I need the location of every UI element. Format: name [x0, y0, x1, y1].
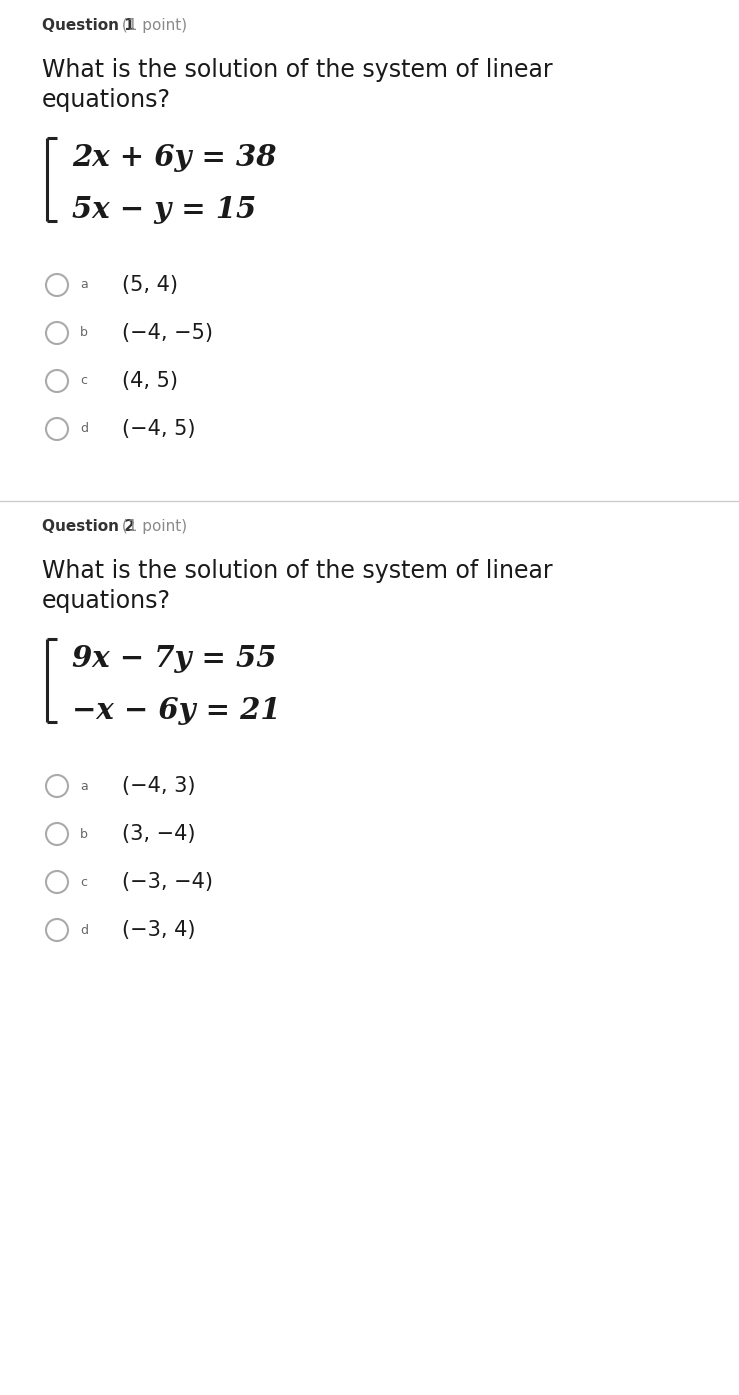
- Text: b: b: [80, 827, 88, 841]
- Text: d: d: [80, 923, 88, 936]
- Text: (−3, 4): (−3, 4): [122, 919, 196, 940]
- Text: (−3, −4): (−3, −4): [122, 872, 213, 891]
- Text: equations?: equations?: [42, 88, 171, 112]
- Text: −x − 6y = 21: −x − 6y = 21: [72, 696, 281, 725]
- Text: a: a: [80, 279, 88, 292]
- Text: (3, −4): (3, −4): [122, 824, 196, 844]
- Text: c: c: [80, 876, 87, 889]
- Text: Question 2: Question 2: [42, 519, 135, 534]
- Text: d: d: [80, 423, 88, 435]
- Text: (5, 4): (5, 4): [122, 275, 178, 294]
- Text: 2x + 6y = 38: 2x + 6y = 38: [72, 144, 276, 172]
- Text: What is the solution of the system of linear: What is the solution of the system of li…: [42, 59, 553, 82]
- Text: a: a: [80, 780, 88, 792]
- Text: b: b: [80, 326, 88, 339]
- Text: 9x − 7y = 55: 9x − 7y = 55: [72, 644, 276, 672]
- Text: (1 point): (1 point): [117, 18, 187, 33]
- Text: (−4, 3): (−4, 3): [122, 776, 196, 797]
- Text: (4, 5): (4, 5): [122, 371, 178, 391]
- Text: c: c: [80, 374, 87, 388]
- Text: What is the solution of the system of linear: What is the solution of the system of li…: [42, 559, 553, 583]
- Text: (−4, −5): (−4, −5): [122, 324, 213, 343]
- Text: equations?: equations?: [42, 589, 171, 612]
- Text: Question 1: Question 1: [42, 18, 134, 33]
- Text: (1 point): (1 point): [117, 519, 187, 534]
- Text: 5x − y = 15: 5x − y = 15: [72, 195, 256, 225]
- Text: (−4, 5): (−4, 5): [122, 418, 196, 439]
